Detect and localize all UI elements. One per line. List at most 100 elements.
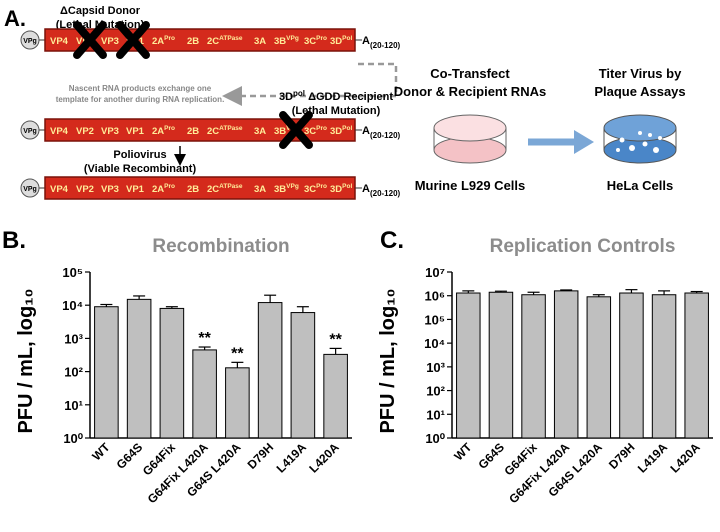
x-tick-label: D79H — [245, 440, 277, 472]
vpg-label: VPg — [23, 128, 37, 135]
y-tick-label: 10⁴ — [424, 336, 445, 351]
vpg-label: VPg — [23, 186, 37, 193]
segment-sup: ATPase — [219, 183, 243, 190]
transfect-label: Donor & Recipient RNAs — [394, 84, 546, 99]
y-tick-label: 10⁷ — [425, 265, 445, 280]
x-tick-label: L420A — [667, 440, 703, 476]
segment-label: 2APro — [152, 125, 175, 137]
segment-label: 2APro — [152, 183, 175, 195]
panel-label: A. — [4, 6, 26, 31]
segment-name: 2C — [207, 126, 219, 137]
bar — [192, 349, 217, 439]
segment-name: 3C — [304, 36, 316, 47]
segment-name: 3C — [304, 184, 316, 195]
poly-a: A — [362, 125, 370, 137]
y-tick-label: 10² — [64, 365, 83, 380]
bar — [257, 302, 283, 439]
significance-mark: ** — [198, 330, 211, 347]
segment-label: 3A — [254, 126, 266, 137]
chart-title: Recombination — [152, 236, 289, 257]
segment-label: 2B — [187, 184, 199, 195]
x-tick-label: D79H — [606, 440, 638, 472]
segment-label: 3CPro — [304, 183, 327, 195]
segment-name: 2B — [187, 36, 199, 47]
segment-sup: ATPase — [219, 125, 243, 132]
vpg-cap — [20, 178, 40, 198]
segment-sup: Pol — [342, 125, 352, 132]
dish-left — [433, 114, 507, 164]
segment-sup: ATPase — [219, 35, 243, 42]
segment-name: 3A — [254, 36, 266, 47]
segment-label: VP4 — [50, 126, 69, 137]
poly-a-tail: A(20-120) — [362, 35, 401, 50]
vpg-cap — [20, 120, 40, 140]
segment-label: 2B — [187, 126, 199, 137]
bar — [126, 298, 152, 439]
segment-name: 3B — [274, 36, 286, 47]
y-tick-label: 10⁵ — [424, 312, 445, 327]
segment-sup: Pol — [342, 35, 352, 42]
poly-a-tail: A(20-120) — [362, 125, 401, 140]
segment-sup: Pro — [164, 183, 175, 190]
poly-a-sub: (20-120) — [370, 131, 401, 140]
product-note: (Viable Recombinant) — [84, 163, 197, 175]
segment-name: VP2 — [76, 184, 94, 195]
bar — [651, 294, 677, 439]
x-tick-label: L420A — [306, 440, 342, 476]
segment-label: 3DPol — [330, 183, 352, 195]
segment-label: VP3 — [101, 126, 119, 137]
segment-name: 3D — [330, 184, 342, 195]
segment-label: 3DPol — [330, 35, 352, 47]
bar — [290, 312, 316, 439]
x-tick-label: WT — [451, 440, 475, 464]
segment-name: 3B — [274, 126, 286, 137]
segment-label: 2CATPase — [207, 125, 243, 137]
segment-label: 3CPro — [304, 35, 327, 47]
bar — [159, 307, 185, 439]
segment-label: 2CATPase — [207, 183, 243, 195]
transfect-cells: Murine L929 Cells — [415, 178, 526, 193]
segment-name: 3D — [330, 36, 342, 47]
y-axis-label: PFU / mL, log₁₀ — [377, 288, 399, 433]
segment-name: VP2 — [76, 126, 94, 137]
segment-name: 2C — [207, 184, 219, 195]
segment-label: 3DPol — [330, 125, 352, 137]
dish-right — [603, 114, 677, 164]
x-tick-label: L419A — [635, 440, 671, 476]
x-tick-label: L419A — [274, 440, 310, 476]
titer-cells: HeLa Cells — [607, 178, 673, 193]
recipient-label: 3Dpol ΔGDD Recipient — [279, 89, 393, 103]
segment-sup: VPg — [286, 35, 299, 42]
bar — [684, 292, 709, 439]
exchange-note: Nascent RNA products exchange one — [69, 84, 212, 93]
poly-a: A — [362, 183, 370, 195]
y-tick-label: 10⁵ — [62, 265, 83, 280]
bar — [553, 290, 579, 439]
panel-label: C. — [380, 227, 404, 254]
titer-label: Titer Virus by — [599, 66, 682, 81]
poly-a-sub: (20-120) — [370, 41, 401, 50]
segment-label: 3BVPg — [274, 35, 299, 47]
segment-label: 3A — [254, 184, 266, 195]
recipient-note: (Lethal Mutation) — [292, 105, 381, 117]
bar — [225, 367, 250, 439]
lethal-mark — [279, 111, 313, 149]
y-tick-label: 10¹ — [426, 407, 445, 422]
segment-sup: VPg — [286, 183, 299, 190]
segment-label: 2CATPase — [207, 35, 243, 47]
titer-label: Plaque Assays — [594, 84, 685, 99]
segment-label: VP4 — [50, 36, 69, 47]
recipient-label-part: ΔGDD Recipient — [305, 91, 393, 103]
transfect-label: Co-Transfect — [430, 66, 510, 81]
bar — [521, 294, 546, 439]
segment-name: 3A — [254, 184, 266, 195]
segment-sup: Pro — [316, 183, 327, 190]
exchange-note: template for another during RNA replicat… — [56, 95, 225, 104]
segment-name: VP3 — [101, 36, 119, 47]
y-tick-label: 10⁰ — [425, 431, 445, 446]
segment-label: 3CPro — [304, 125, 327, 137]
segment-name: 2C — [207, 36, 219, 47]
y-tick-label: 10³ — [64, 331, 83, 346]
segment-name: 3C — [304, 126, 316, 137]
bar — [323, 353, 348, 439]
